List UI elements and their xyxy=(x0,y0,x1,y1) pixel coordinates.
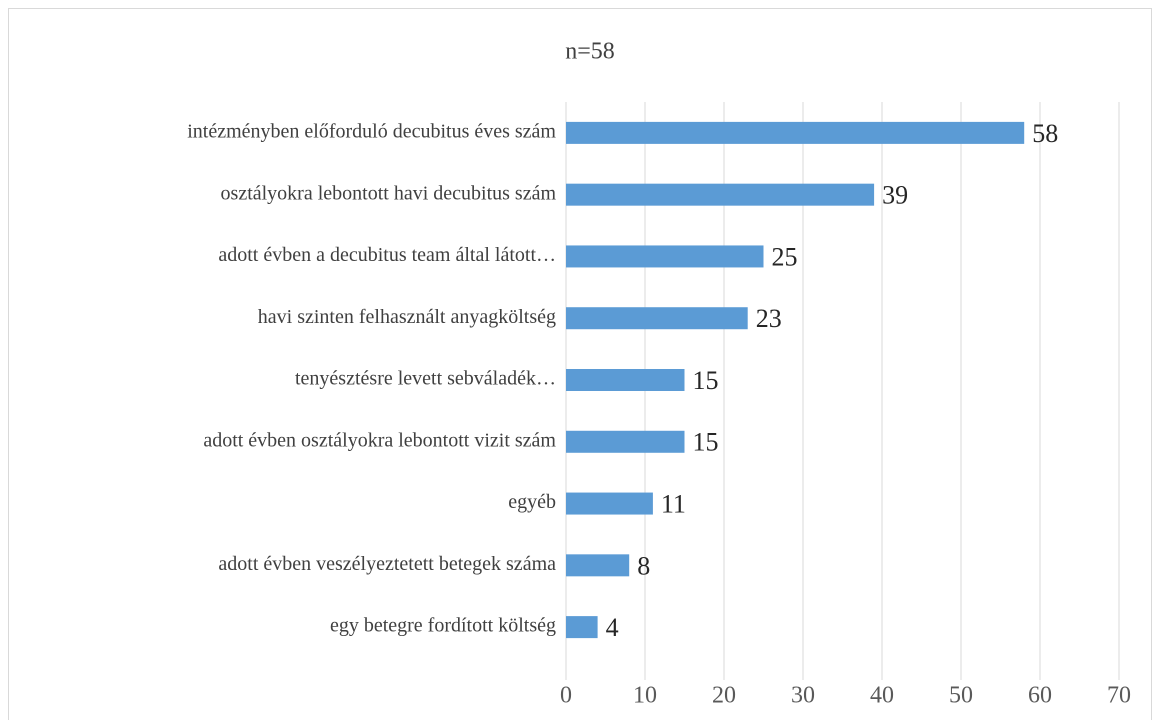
x-tick-label: 30 xyxy=(791,683,815,709)
bar xyxy=(566,307,748,330)
value-label: 25 xyxy=(772,242,798,271)
y-tick-label: egy betegre fordított költség xyxy=(330,615,556,637)
y-tick-label: havi szinten felhasznált anyagköltség xyxy=(258,306,556,328)
y-tick-label: adott évben a decubitus team által látot… xyxy=(218,244,556,266)
x-tick-label: 60 xyxy=(1028,683,1052,709)
bar xyxy=(566,245,764,268)
value-label: 23 xyxy=(756,304,782,333)
x-tick-label: 50 xyxy=(949,683,973,709)
value-label: 15 xyxy=(693,428,719,457)
x-tick-label: 0 xyxy=(560,683,572,709)
bar xyxy=(566,492,653,515)
y-tick-label: egyéb xyxy=(508,491,556,513)
value-label: 39 xyxy=(882,181,908,210)
y-tick-label: osztályokra lebontott havi decubitus szá… xyxy=(221,182,557,204)
x-tick-label: 20 xyxy=(712,683,736,709)
y-tick-label: adott évben veszélyeztetett betegek szám… xyxy=(218,553,556,575)
y-tick-label: adott évben osztályokra lebontott vizit … xyxy=(203,429,556,451)
value-label: 8 xyxy=(637,551,650,580)
bar xyxy=(566,616,598,639)
chart-title: n=58 xyxy=(565,39,615,65)
value-label: 15 xyxy=(693,366,719,395)
value-label: 11 xyxy=(661,490,686,519)
x-tick-label: 10 xyxy=(633,683,657,709)
x-tick-label: 70 xyxy=(1107,683,1131,709)
bar xyxy=(566,554,630,577)
chart-border xyxy=(8,8,1152,720)
bar xyxy=(566,369,685,391)
bar xyxy=(566,183,875,206)
value-label: 4 xyxy=(606,613,619,642)
bar xyxy=(566,430,685,453)
value-label: 58 xyxy=(1032,119,1058,148)
y-tick-label: tenyésztésre levett sebváladék… xyxy=(295,368,556,390)
bar xyxy=(566,121,1025,144)
y-tick-label: intézményben előforduló decubitus éves s… xyxy=(187,120,556,142)
x-tick-label: 40 xyxy=(870,683,894,709)
